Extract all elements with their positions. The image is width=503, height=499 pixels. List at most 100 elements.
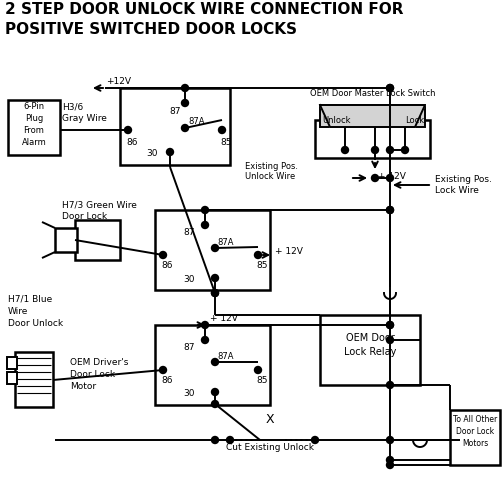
- Circle shape: [125, 127, 131, 134]
- Text: H7/1 Blue: H7/1 Blue: [8, 295, 52, 304]
- Circle shape: [202, 207, 209, 214]
- Text: To All Other: To All Other: [453, 415, 497, 424]
- Text: Existing Pos.: Existing Pos.: [435, 175, 492, 184]
- Text: Cut Existing Unlock: Cut Existing Unlock: [226, 443, 314, 452]
- Text: 86: 86: [161, 261, 173, 270]
- Text: Plug: Plug: [25, 114, 43, 123]
- Bar: [8, 100, 60, 155]
- Bar: [120, 88, 230, 165]
- Text: 87: 87: [184, 343, 195, 352]
- Text: 2 STEP DOOR UNLOCK WIRE CONNECTION FOR: 2 STEP DOOR UNLOCK WIRE CONNECTION FOR: [5, 2, 403, 17]
- Text: 85: 85: [256, 376, 268, 385]
- Circle shape: [182, 84, 189, 91]
- Text: Door Unlock: Door Unlock: [8, 319, 63, 328]
- Circle shape: [211, 358, 218, 365]
- Bar: [315, 120, 430, 158]
- Text: 85: 85: [220, 138, 231, 147]
- Circle shape: [211, 401, 218, 408]
- Bar: [320, 315, 420, 385]
- Text: From: From: [24, 126, 44, 135]
- Circle shape: [202, 321, 209, 328]
- Text: Existing Pos.: Existing Pos.: [245, 162, 298, 171]
- Circle shape: [386, 457, 393, 464]
- Text: 6-Pin: 6-Pin: [24, 102, 45, 111]
- Circle shape: [386, 321, 393, 328]
- Text: 86: 86: [126, 138, 137, 147]
- Circle shape: [386, 336, 393, 343]
- Text: + 12V: + 12V: [275, 247, 303, 255]
- Bar: [155, 325, 270, 405]
- Circle shape: [202, 336, 209, 343]
- Circle shape: [211, 289, 218, 296]
- Text: Unlock Wire: Unlock Wire: [245, 172, 295, 181]
- Circle shape: [182, 124, 189, 132]
- Circle shape: [182, 99, 189, 106]
- Text: H7/3 Green Wire: H7/3 Green Wire: [62, 200, 137, 209]
- Circle shape: [255, 366, 262, 373]
- Text: 85: 85: [256, 261, 268, 270]
- Circle shape: [372, 147, 378, 154]
- Polygon shape: [320, 105, 425, 127]
- Circle shape: [166, 149, 174, 156]
- Text: 87: 87: [169, 107, 181, 116]
- Text: 87A: 87A: [217, 352, 233, 361]
- Circle shape: [386, 382, 393, 389]
- Circle shape: [386, 437, 393, 444]
- Text: 30: 30: [146, 150, 158, 159]
- Circle shape: [311, 437, 318, 444]
- Circle shape: [255, 251, 262, 258]
- Text: H3/6: H3/6: [62, 102, 83, 111]
- Circle shape: [386, 321, 393, 328]
- Text: 30: 30: [184, 275, 195, 284]
- Bar: [155, 210, 270, 290]
- Text: OEM Driver's: OEM Driver's: [70, 358, 128, 367]
- Text: 87A: 87A: [188, 117, 205, 126]
- Text: OEM Door: OEM Door: [346, 333, 394, 343]
- Text: + 12V: + 12V: [378, 172, 406, 181]
- Circle shape: [211, 389, 218, 396]
- Text: +12V: +12V: [106, 77, 131, 86]
- Circle shape: [386, 207, 393, 214]
- Circle shape: [159, 251, 166, 258]
- Circle shape: [386, 84, 393, 91]
- Text: Motors: Motors: [462, 439, 488, 448]
- Circle shape: [226, 437, 233, 444]
- Text: Door Lock: Door Lock: [70, 370, 115, 379]
- Circle shape: [386, 207, 393, 214]
- Text: Door Lock: Door Lock: [62, 212, 107, 221]
- Text: Unlock: Unlock: [323, 116, 351, 125]
- Circle shape: [218, 127, 225, 134]
- Circle shape: [386, 84, 393, 91]
- Bar: [7, 357, 17, 369]
- Circle shape: [202, 222, 209, 229]
- Circle shape: [211, 437, 218, 444]
- Text: Lock Relay: Lock Relay: [344, 347, 396, 357]
- Circle shape: [342, 147, 349, 154]
- Bar: [55, 228, 77, 252]
- Text: Gray Wire: Gray Wire: [62, 114, 107, 123]
- Circle shape: [386, 175, 393, 182]
- Text: Lock: Lock: [405, 116, 425, 125]
- Circle shape: [159, 366, 166, 373]
- Bar: [15, 352, 53, 407]
- Text: Wire: Wire: [8, 307, 28, 316]
- Circle shape: [386, 462, 393, 469]
- Bar: [75, 220, 120, 260]
- Circle shape: [386, 147, 393, 154]
- Bar: [450, 410, 500, 465]
- Text: OEM Door Master Lock Switch: OEM Door Master Lock Switch: [310, 89, 436, 98]
- Text: 87: 87: [184, 228, 195, 237]
- Text: POSITIVE SWITCHED DOOR LOCKS: POSITIVE SWITCHED DOOR LOCKS: [5, 22, 297, 37]
- Circle shape: [401, 147, 408, 154]
- Text: 86: 86: [161, 376, 173, 385]
- Text: Motor: Motor: [70, 382, 96, 391]
- Circle shape: [211, 289, 218, 296]
- Circle shape: [211, 245, 218, 251]
- Text: Lock Wire: Lock Wire: [435, 186, 479, 195]
- Bar: [320, 105, 425, 127]
- Circle shape: [211, 274, 218, 281]
- Text: X: X: [266, 413, 274, 426]
- Text: Alarm: Alarm: [22, 138, 46, 147]
- Text: Door Lock: Door Lock: [456, 427, 494, 436]
- Circle shape: [372, 175, 378, 182]
